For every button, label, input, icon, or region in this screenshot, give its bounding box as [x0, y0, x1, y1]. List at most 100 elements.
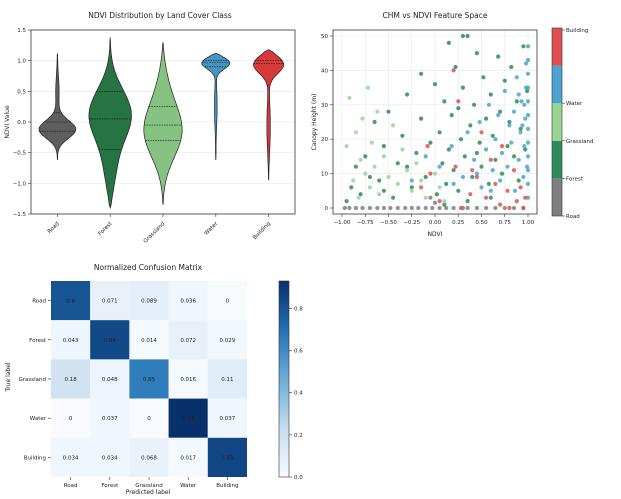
scatter-x-tick-label: 0.50 [475, 220, 488, 226]
scatter-point [516, 157, 521, 162]
scatter-point [523, 195, 528, 200]
scatter-point [428, 171, 433, 176]
cm-cell-value: 0.85 [221, 455, 234, 461]
scatter-point [484, 195, 489, 200]
scatter-colorbar-label: Building [566, 28, 588, 34]
scatter-ylabel: Canopy Height (m) [311, 94, 318, 151]
scatter-point [525, 164, 530, 169]
scatter-point [395, 181, 400, 186]
scatter-point [525, 154, 531, 159]
scatter-point [488, 188, 493, 193]
scatter-point [520, 123, 525, 128]
scatter-x-tick-label: −0.75 [357, 220, 374, 226]
cm-cell-value: 0.034 [63, 455, 79, 461]
scatter-point [525, 140, 531, 145]
violin-y-tick-label: −1.5 [13, 212, 27, 218]
violin-ylabel: NDVI Value [4, 105, 11, 139]
scatter-point [525, 71, 531, 76]
scatter-point [490, 133, 495, 138]
scatter-point [522, 144, 527, 149]
scatter-point [525, 181, 531, 186]
scatter-colorbar-segment [552, 65, 562, 104]
scatter-y-tick-label: 50 [321, 34, 328, 40]
scatter-point [430, 205, 435, 211]
scatter-point [512, 188, 518, 193]
scatter-point [360, 116, 365, 121]
scatter-x-tick-label: −1.00 [334, 220, 351, 226]
cm-cell [129, 359, 169, 399]
cm-cell-value: 0.017 [180, 455, 196, 461]
scatter-point [344, 144, 349, 149]
scatter-point [449, 144, 454, 149]
scatter-x-tick-label: 1.00 [522, 220, 535, 226]
scatter-point [490, 168, 495, 173]
violin-body [253, 49, 285, 181]
cm-cell [207, 359, 247, 399]
scatter-point [523, 147, 528, 152]
violin-body [88, 37, 132, 210]
scatter-point [409, 178, 414, 183]
scatter-point [451, 205, 456, 211]
scatter-point [451, 168, 456, 173]
scatter-point [363, 171, 368, 176]
scatter-point [502, 78, 507, 83]
scatter-y-tick-label: 0 [325, 206, 329, 212]
cm-cell-value: 0 [226, 299, 230, 305]
scatter-colorbar-label: Road [566, 214, 580, 220]
cm-title: Normalized Confusion Matrix [94, 263, 203, 272]
scatter-point [465, 33, 470, 39]
scatter-point [518, 126, 523, 131]
scatter-point [505, 164, 510, 169]
scatter-point [419, 185, 424, 190]
cm-cell-value: 0.014 [141, 338, 157, 344]
scatter-y-tick-label: 40 [321, 68, 328, 74]
confusion-matrix-panel: Normalized Confusion Matrix True label P… [5, 263, 303, 496]
cm-cell [207, 320, 247, 360]
violin-x-tick-label: Building [252, 221, 272, 241]
cm-cell [90, 320, 130, 360]
scatter-point [446, 40, 451, 46]
scatter-x-ticks: −1.00 −0.75 −0.50 −0.25 0.00 0.25 0.50 0.75 1.00 [334, 214, 535, 226]
scatter-point [509, 64, 514, 70]
scatter-point [522, 102, 527, 107]
scatter-point [375, 109, 380, 114]
scatter-point [493, 137, 498, 142]
violin-body [143, 42, 183, 205]
cm-y-tick-label: Water [30, 416, 47, 422]
scatter-point [488, 195, 493, 200]
scatter-point [381, 154, 386, 159]
cm-cell-value: 0.048 [102, 377, 118, 383]
scatter-point [519, 99, 524, 104]
scatter-point [409, 188, 414, 193]
cm-y-tick-label: Road [32, 299, 46, 305]
scatter-point [507, 205, 512, 211]
cm-cell-value: 0.089 [141, 299, 157, 305]
scatter-point [525, 126, 531, 131]
scatter-point [498, 109, 503, 114]
scatter-point [493, 181, 498, 186]
scatter-colorbar-label: Forest [566, 176, 584, 182]
scatter-point [484, 205, 489, 211]
scatter-point [360, 205, 365, 211]
cm-cell-value: 0.071 [102, 299, 118, 305]
scatter-point [353, 164, 358, 169]
scatter-point [458, 137, 464, 142]
cm-cell-value: 0.036 [180, 299, 196, 305]
scatter-point [349, 185, 354, 190]
scatter-point [372, 119, 377, 125]
scatter-y-tick-label: 20 [321, 137, 328, 143]
cm-x-tick-label: Road [64, 483, 78, 489]
scatter-point [474, 205, 479, 211]
violin-y-tick-label: −1.0 [13, 181, 27, 187]
scatter-point [409, 205, 414, 211]
scatter-point [525, 88, 530, 94]
scatter-point [444, 205, 449, 211]
scatter-point [460, 205, 465, 211]
cm-cell [129, 320, 169, 360]
scatter-point [486, 181, 491, 186]
scatter-point [523, 116, 528, 121]
cm-cell-value: 0.016 [180, 377, 196, 383]
scatter-point [460, 33, 465, 39]
scatter-point [351, 178, 356, 183]
